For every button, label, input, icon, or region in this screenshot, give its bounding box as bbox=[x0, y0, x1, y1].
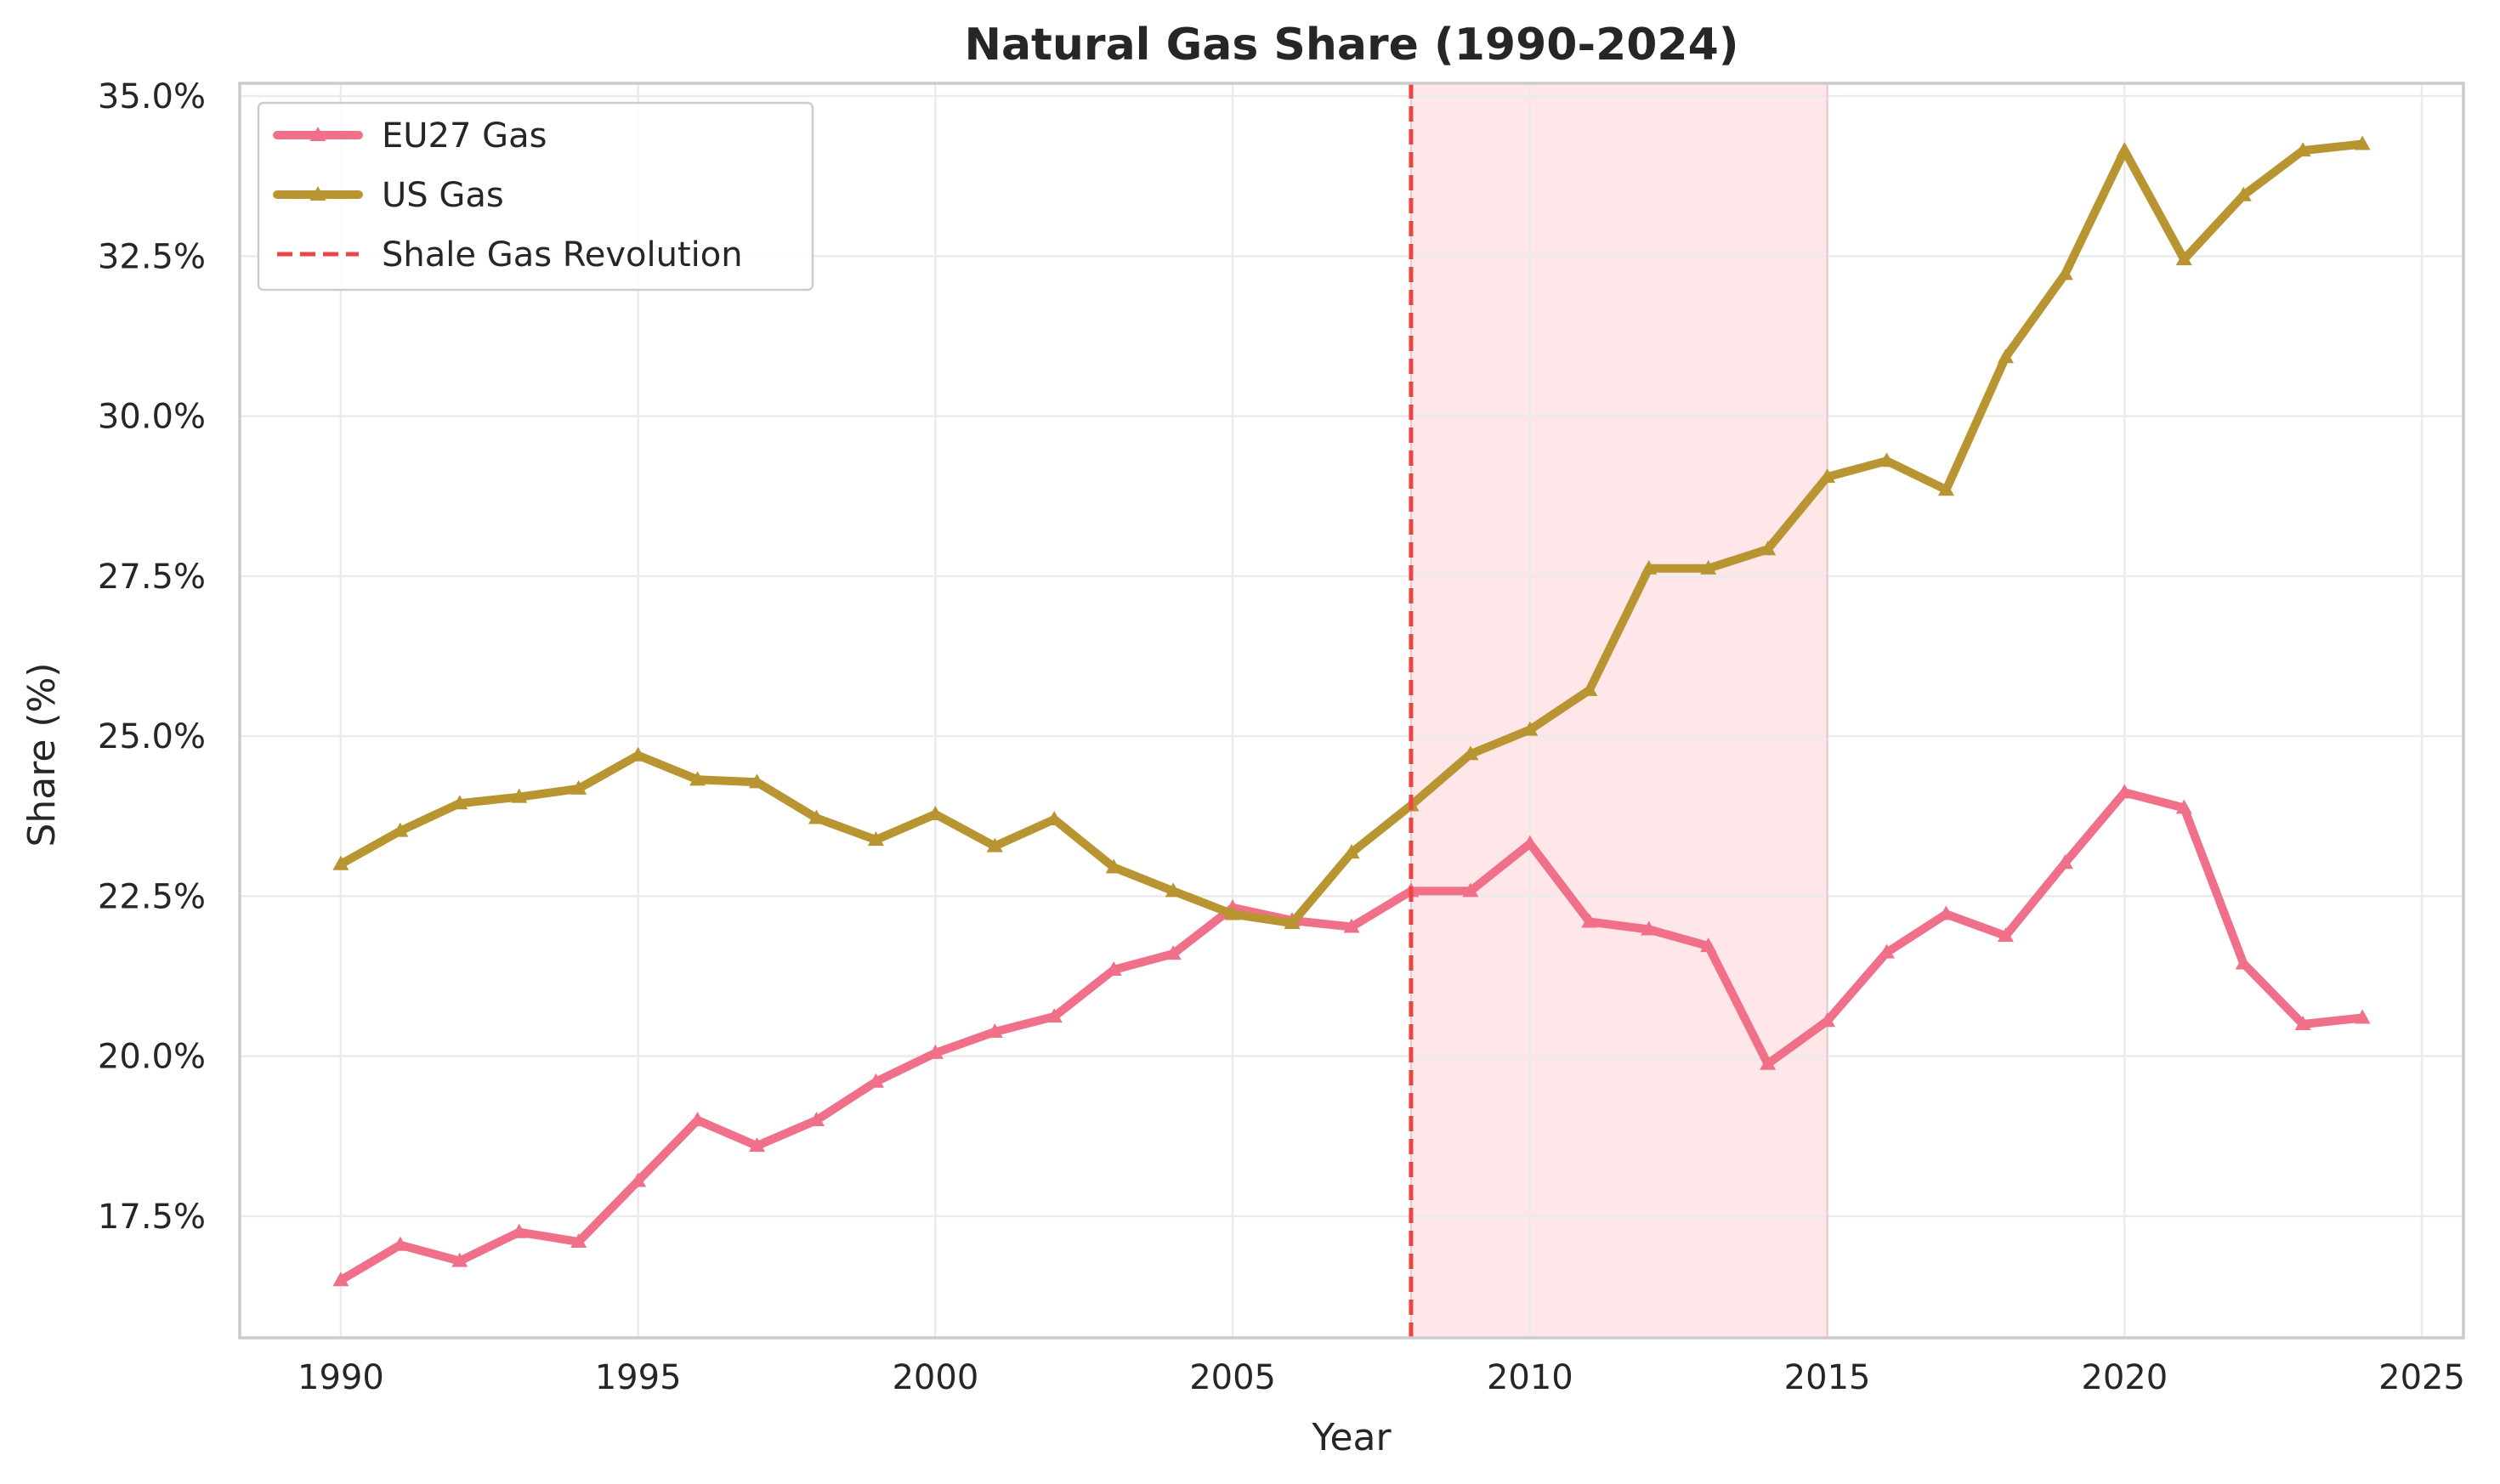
data-point bbox=[570, 1233, 587, 1249]
legend-label: EU27 Gas bbox=[382, 116, 547, 156]
data-point bbox=[1462, 882, 1479, 898]
data-point bbox=[392, 822, 409, 837]
y-tick-label: 20.0% bbox=[98, 1038, 206, 1077]
y-tick-label: 30.0% bbox=[98, 398, 206, 437]
data-point bbox=[2175, 251, 2192, 266]
data-point bbox=[1997, 348, 2014, 364]
data-point bbox=[1641, 559, 1658, 575]
chart-title: Natural Gas Share (1990-2024) bbox=[964, 20, 1738, 71]
data-point bbox=[2294, 1016, 2311, 1030]
axis-ticks: 1990 1995 2000 2005 2010 2015 2020 2025 17.5% 20.… bbox=[98, 77, 2465, 1397]
data-point bbox=[1284, 915, 1301, 930]
data-point bbox=[689, 771, 706, 786]
plot-area bbox=[238, 82, 2465, 1340]
x-tick-label: 2015 bbox=[1784, 1358, 1871, 1397]
legend: EU27 Gas US Gas Shale Gas Revolution bbox=[257, 101, 814, 292]
data-point bbox=[1819, 468, 1836, 484]
data-point bbox=[1997, 927, 2014, 943]
data-point bbox=[2116, 142, 2133, 157]
x-tick-label: 2025 bbox=[2378, 1358, 2465, 1397]
legend-label: US Gas bbox=[382, 176, 504, 215]
data-point bbox=[927, 1044, 944, 1059]
data-point bbox=[2294, 142, 2311, 157]
x-tick-label: 2020 bbox=[2081, 1358, 2168, 1397]
data-point bbox=[2235, 954, 2252, 970]
data-point bbox=[1937, 905, 1954, 920]
x-tick-label: 2010 bbox=[1487, 1358, 1573, 1397]
data-point bbox=[630, 1172, 647, 1187]
data-point bbox=[808, 1111, 825, 1126]
data-point bbox=[2056, 265, 2073, 280]
data-point bbox=[1046, 1007, 1063, 1022]
y-tick-label: 25.0% bbox=[98, 717, 206, 756]
data-point bbox=[511, 1223, 528, 1238]
data-point bbox=[749, 1137, 766, 1153]
data-point bbox=[689, 1111, 706, 1126]
data-point bbox=[2354, 135, 2371, 150]
y-tick-label: 27.5% bbox=[98, 558, 206, 597]
data-point bbox=[1581, 681, 1598, 696]
data-point bbox=[1641, 920, 1658, 936]
legend-marker bbox=[309, 127, 326, 141]
data-point bbox=[986, 837, 1003, 852]
data-point bbox=[986, 1023, 1003, 1039]
data-point bbox=[1937, 481, 1954, 496]
axes-frame bbox=[238, 82, 2465, 1340]
data-point bbox=[2235, 186, 2252, 201]
data-point bbox=[451, 795, 468, 810]
x-tick-label: 2000 bbox=[892, 1358, 978, 1397]
y-tick-label: 22.5% bbox=[98, 877, 206, 916]
data-point bbox=[2354, 1009, 2371, 1024]
data-point bbox=[630, 746, 647, 762]
y-axis-label: Share (%) bbox=[20, 662, 64, 847]
data-point bbox=[511, 788, 528, 803]
data-point bbox=[392, 1236, 409, 1251]
data-point bbox=[1105, 960, 1122, 976]
x-tick-label: 1995 bbox=[595, 1358, 682, 1397]
y-tick-label: 32.5% bbox=[98, 237, 206, 276]
data-point bbox=[1700, 559, 1717, 575]
y-tick-label: 35.0% bbox=[98, 77, 206, 116]
data-point bbox=[1760, 541, 1777, 556]
data-point bbox=[451, 1252, 468, 1267]
data-point bbox=[749, 773, 766, 789]
y-tick-label: 17.5% bbox=[98, 1198, 206, 1237]
data-point bbox=[808, 809, 825, 824]
data-point bbox=[332, 1272, 349, 1287]
data-point bbox=[1224, 905, 1241, 920]
x-tick-label: 2005 bbox=[1189, 1358, 1276, 1397]
shaded-period bbox=[1410, 83, 1828, 1338]
data-point bbox=[1522, 835, 1539, 850]
data-point bbox=[1581, 913, 1598, 928]
data-point bbox=[1165, 882, 1182, 898]
data-point bbox=[1343, 844, 1360, 859]
data-point bbox=[570, 779, 587, 795]
legend-box bbox=[257, 101, 814, 292]
data-point bbox=[1462, 745, 1479, 761]
data-point bbox=[1760, 1055, 1777, 1070]
data-point bbox=[332, 855, 349, 870]
data-point bbox=[1105, 858, 1122, 874]
data-point bbox=[927, 805, 944, 820]
data-point bbox=[1700, 937, 1717, 953]
data-point bbox=[1879, 943, 1896, 959]
data-point bbox=[1343, 918, 1360, 933]
data-point bbox=[2056, 854, 2073, 869]
x-axis-label: Year bbox=[1311, 1416, 1392, 1459]
legend-label: Shale Gas Revolution bbox=[382, 235, 743, 275]
data-point bbox=[867, 1073, 884, 1088]
x-tick-label: 1990 bbox=[298, 1358, 384, 1397]
data-point bbox=[1819, 1012, 1836, 1028]
data-point bbox=[1879, 452, 1896, 467]
data-point bbox=[1165, 945, 1182, 960]
data-point bbox=[2116, 784, 2133, 799]
data-point bbox=[2175, 799, 2192, 814]
data-point bbox=[867, 831, 884, 847]
data-point bbox=[1522, 721, 1539, 736]
data-point bbox=[1046, 811, 1063, 826]
legend-marker bbox=[309, 186, 326, 201]
